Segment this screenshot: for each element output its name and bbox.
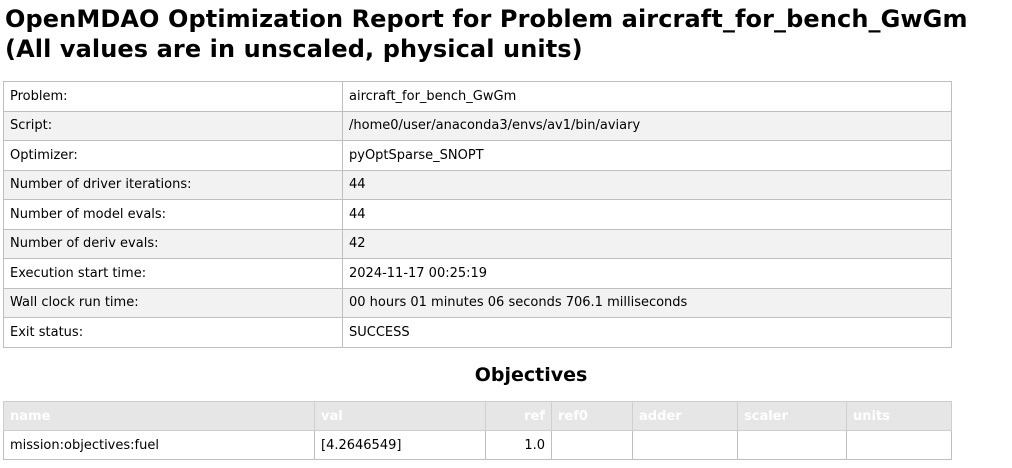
summary-row-script: Script: /home0/user/anaconda3/envs/av1/b… bbox=[3, 110, 952, 141]
page-title: OpenMDAO Optimization Report for Problem… bbox=[5, 4, 968, 64]
summary-value: 00 hours 01 minutes 06 seconds 706.1 mil… bbox=[342, 287, 952, 318]
summary-label: Number of deriv evals: bbox=[3, 228, 343, 259]
summary-value: SUCCESS bbox=[342, 317, 952, 348]
summary-value: pyOptSparse_SNOPT bbox=[342, 140, 952, 171]
summary-row-optimizer: Optimizer: pyOptSparse_SNOPT bbox=[3, 140, 952, 171]
summary-row-wall-clock: Wall clock run time: 00 hours 01 minutes… bbox=[3, 287, 952, 318]
summary-label: Execution start time: bbox=[3, 258, 343, 289]
summary-row-start-time: Execution start time: 2024-11-17 00:25:1… bbox=[3, 258, 952, 289]
column-header-scaler[interactable]: scaler bbox=[737, 401, 847, 431]
summary-value: 2024-11-17 00:25:19 bbox=[342, 258, 952, 289]
summary-label: Number of driver iterations: bbox=[3, 169, 343, 200]
summary-row-problem: Problem: aircraft_for_bench_GwGm bbox=[3, 81, 952, 112]
summary-label: Optimizer: bbox=[3, 140, 343, 171]
objective-units bbox=[846, 430, 952, 460]
summary-label: Wall clock run time: bbox=[3, 287, 343, 318]
objective-scaler bbox=[737, 430, 847, 460]
summary-value: /home0/user/anaconda3/envs/av1/bin/aviar… bbox=[342, 110, 952, 141]
summary-label: Number of model evals: bbox=[3, 199, 343, 230]
objectives-table: name val ref ref0 adder scaler units mis… bbox=[3, 401, 952, 460]
table-row: mission:objectives:fuel [4.2646549] 1.0 bbox=[3, 430, 952, 460]
summary-table: Problem: aircraft_for_bench_GwGm Script:… bbox=[3, 81, 952, 348]
summary-row-driver-iterations: Number of driver iterations: 44 bbox=[3, 169, 952, 200]
summary-row-exit-status: Exit status: SUCCESS bbox=[3, 317, 952, 348]
column-header-ref0[interactable]: ref0 bbox=[551, 401, 633, 431]
summary-label: Exit status: bbox=[3, 317, 343, 348]
summary-row-deriv-evals: Number of deriv evals: 42 bbox=[3, 228, 952, 259]
summary-value: 42 bbox=[342, 228, 952, 259]
column-header-units[interactable]: units bbox=[846, 401, 952, 431]
summary-value: aircraft_for_bench_GwGm bbox=[342, 81, 952, 112]
summary-label: Problem: bbox=[3, 81, 343, 112]
column-header-name[interactable]: name bbox=[3, 401, 315, 431]
objective-val: [4.2646549] bbox=[314, 430, 486, 460]
summary-row-model-evals: Number of model evals: 44 bbox=[3, 199, 952, 230]
page-title-line2: (All values are in unscaled, physical un… bbox=[5, 35, 583, 63]
objective-name: mission:objectives:fuel bbox=[3, 430, 315, 460]
column-header-val[interactable]: val bbox=[314, 401, 486, 431]
objective-ref0 bbox=[551, 430, 633, 460]
column-header-ref[interactable]: ref bbox=[485, 401, 552, 431]
objective-ref: 1.0 bbox=[485, 430, 552, 460]
objective-adder bbox=[632, 430, 738, 460]
summary-value: 44 bbox=[342, 199, 952, 230]
objectives-header-row: name val ref ref0 adder scaler units bbox=[3, 401, 952, 431]
page-title-line1: OpenMDAO Optimization Report for Problem… bbox=[5, 5, 968, 33]
objectives-heading: Objectives bbox=[474, 364, 588, 386]
summary-value: 44 bbox=[342, 169, 952, 200]
column-header-adder[interactable]: adder bbox=[632, 401, 738, 431]
summary-label: Script: bbox=[3, 110, 343, 141]
